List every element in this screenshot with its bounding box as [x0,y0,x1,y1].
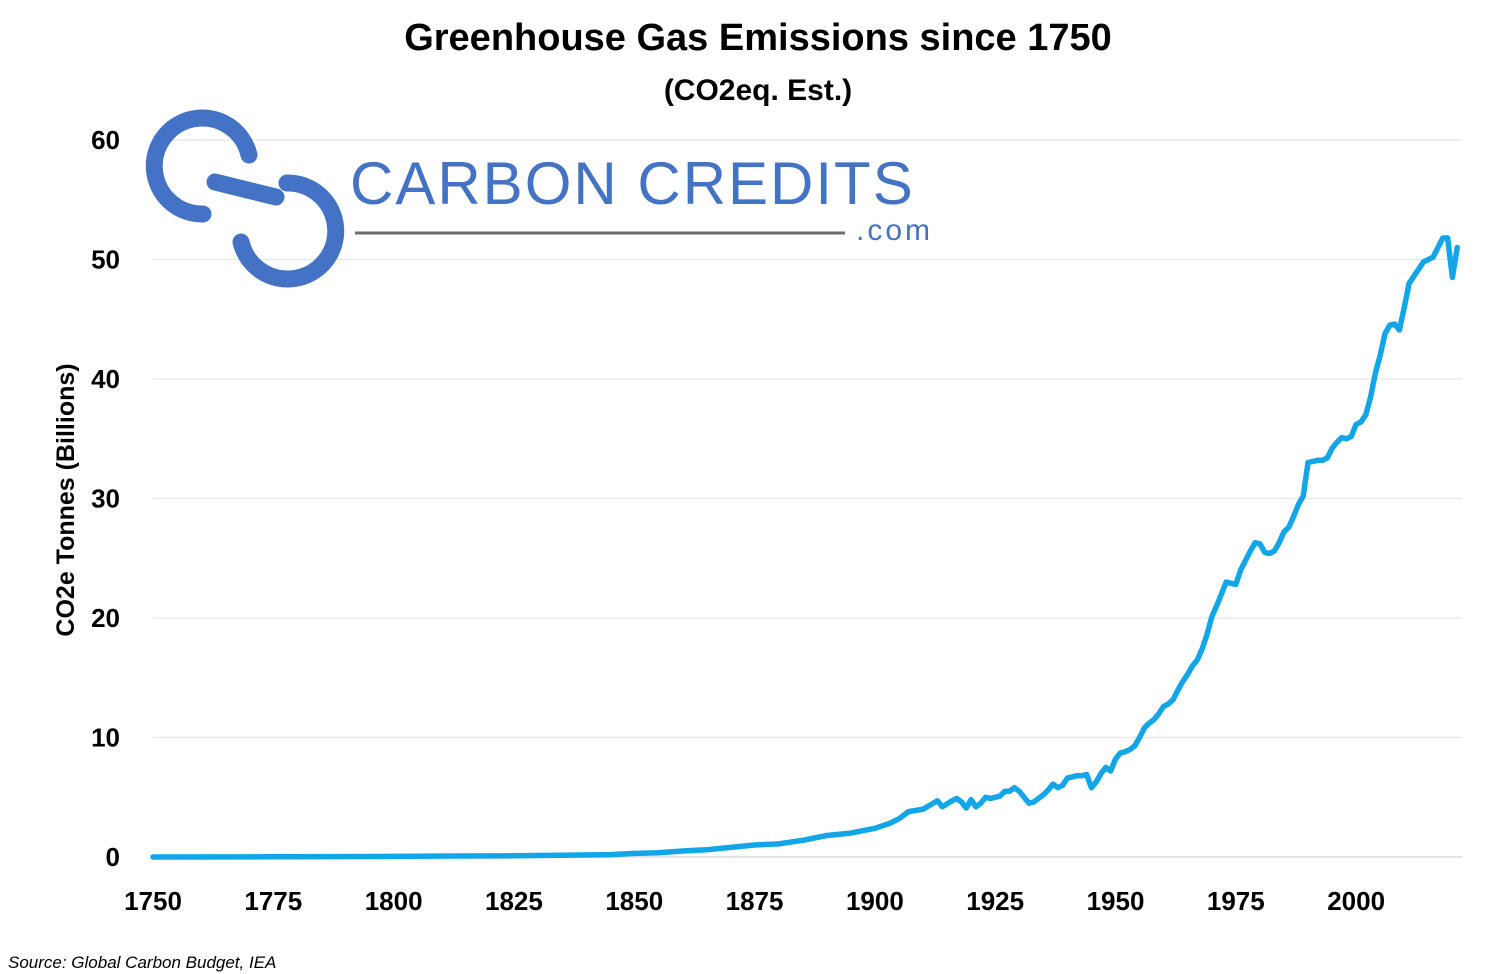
x-tick-1850: 1850 [605,886,663,916]
x-tick-1825: 1825 [485,886,543,916]
x-tick-1925: 1925 [966,886,1024,916]
x-tick-1775: 1775 [244,886,302,916]
logo-domain: .com [856,214,933,247]
series-line-emissions [150,235,1460,860]
x-tick-1950: 1950 [1087,886,1145,916]
y-tick-labels: 0 10 20 30 40 50 60 [91,125,120,872]
gridlines [153,139,1462,739]
source-note: Source: Global Carbon Budget, IEA [8,953,276,972]
x-tick-labels: 1750 1775 1800 1825 1850 1875 1900 1925 1950 1975… [124,886,1385,916]
logo-wordmark: CARBON CREDITS [350,150,915,217]
x-tick-1975: 1975 [1207,886,1265,916]
x-tick-1750: 1750 [124,886,182,916]
y-axis-label: CO2e Tonnes (Billions) [52,363,80,636]
y-tick-50: 50 [91,245,120,275]
chart-subtitle: (CO2eq. Est.) [664,74,852,107]
chart-title: Greenhouse Gas Emissions since 1750 [404,17,1112,59]
y-tick-20: 20 [91,603,120,633]
y-tick-30: 30 [91,484,120,514]
y-tick-0: 0 [106,842,120,872]
y-tick-40: 40 [91,364,120,394]
x-tick-2000: 2000 [1327,886,1385,916]
y-tick-10: 10 [91,723,120,753]
y-tick-60: 60 [91,125,120,155]
x-tick-1900: 1900 [846,886,904,916]
x-tick-1875: 1875 [726,886,784,916]
x-tick-1800: 1800 [365,886,423,916]
carbon-credits-logo: CARBON CREDITS .com [145,109,933,288]
logo-mark-icon [145,109,345,288]
